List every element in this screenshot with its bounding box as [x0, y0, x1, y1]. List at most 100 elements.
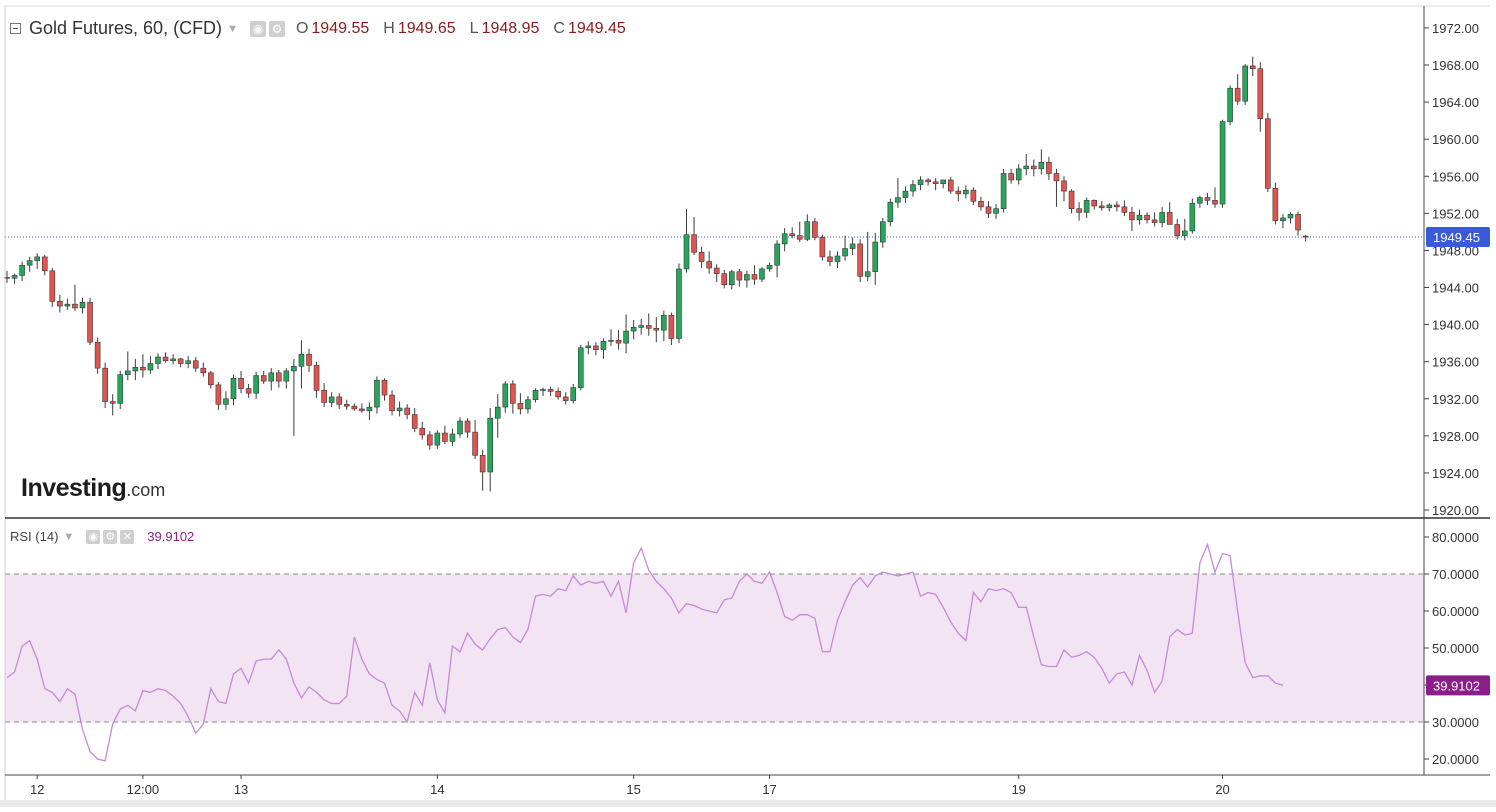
candle [1151, 212, 1158, 227]
candle [615, 330, 622, 350]
candle-body [1121, 206, 1128, 213]
candle-body [895, 197, 901, 203]
caret-down-icon[interactable]: ▼ [227, 22, 238, 35]
candle-body [630, 327, 637, 332]
candle [215, 382, 222, 410]
candle [359, 403, 365, 413]
candle-body [1053, 173, 1060, 182]
candle [479, 449, 486, 491]
candle-body [781, 233, 788, 245]
ohlc-open: O 1949.55 [295, 19, 370, 37]
symbol-label[interactable]: Gold Futures, 60, (CFD) [29, 18, 223, 38]
candle-body [343, 404, 350, 407]
candle-body [638, 325, 645, 328]
rsi-label[interactable]: RSI (14) [10, 529, 59, 544]
candle-body [72, 303, 78, 309]
candle-body [993, 208, 999, 214]
candle [298, 340, 305, 389]
candle-body [1189, 202, 1196, 232]
candle-body [744, 274, 750, 281]
candle [751, 265, 758, 285]
caret-down-icon[interactable]: ▼ [63, 530, 75, 543]
candle [494, 394, 501, 438]
candle-body [449, 433, 456, 442]
candle-body [796, 235, 803, 240]
candle [1159, 206, 1165, 228]
candle-body [366, 406, 373, 412]
gear-icon[interactable]: ⚙ [268, 20, 285, 37]
candle [1166, 202, 1173, 225]
candle [585, 341, 592, 355]
price-axis-label: 1936.00 [1432, 355, 1479, 370]
candle-body [170, 358, 176, 362]
gear-icon[interactable]: ⚙ [103, 529, 118, 544]
price-axis-label: 1956.00 [1432, 169, 1479, 184]
candle-body [1061, 180, 1067, 192]
candle-body [849, 243, 856, 249]
candle [593, 342, 599, 356]
ohlc-values: O 1949.55 H 1949.65 L 1948.95 C 1949.45 [296, 20, 626, 38]
candle [1144, 212, 1150, 224]
candle-body [223, 398, 229, 405]
candle-body [570, 387, 577, 401]
candle-body [676, 268, 682, 339]
candle-body [510, 383, 516, 404]
candle [947, 177, 954, 194]
price-axis-label: 1964.00 [1432, 95, 1479, 110]
candle-body [525, 399, 531, 410]
candle [706, 251, 712, 274]
candle [1031, 159, 1037, 177]
candle [517, 393, 524, 415]
candle-body [1257, 68, 1264, 120]
candle-body [917, 179, 924, 185]
candle-body [125, 370, 131, 375]
candle [978, 196, 984, 211]
candle [208, 370, 214, 389]
candle [1287, 212, 1294, 224]
collapse-icon[interactable] [10, 23, 21, 34]
candle-body [562, 396, 569, 401]
eye-icon[interactable]: ◉ [249, 20, 266, 37]
scrollbar-track[interactable] [0, 800, 1496, 807]
candle-body [887, 201, 894, 222]
candle [744, 270, 750, 288]
candle [713, 264, 720, 282]
candle-body [404, 407, 410, 415]
candle-body [11, 275, 18, 279]
candle-body [479, 455, 486, 473]
candle-body [419, 428, 426, 436]
candle-body [1302, 235, 1309, 238]
candle [351, 403, 358, 411]
candle [1249, 56, 1256, 77]
rsi-line [6, 542, 1284, 762]
candle-body [260, 375, 267, 382]
eye-icon[interactable]: ◉ [86, 529, 101, 544]
candle [547, 386, 554, 396]
candle-body [932, 181, 939, 184]
candle-body [268, 372, 275, 382]
candle-body [1272, 188, 1279, 222]
candle-body [804, 221, 811, 240]
candle-body [230, 378, 237, 400]
candle [540, 387, 546, 396]
candle [155, 353, 161, 370]
candle-body [1046, 162, 1052, 174]
candle [162, 352, 169, 363]
candle-body [359, 408, 365, 412]
candle-body [1000, 173, 1007, 209]
candle [1091, 199, 1097, 210]
candle-body [691, 234, 697, 253]
candle-body [1151, 219, 1158, 223]
candle [177, 357, 184, 368]
candle-body [706, 261, 712, 269]
price-axis-label: 1940.00 [1432, 318, 1479, 333]
candle-body [955, 190, 962, 195]
candle-body [827, 256, 833, 262]
close-icon[interactable]: ✕ [120, 529, 135, 544]
candle [1242, 64, 1248, 105]
candle-body [1234, 87, 1241, 102]
candle [1182, 218, 1188, 241]
ohlc-close: C 1949.45 [553, 19, 626, 37]
